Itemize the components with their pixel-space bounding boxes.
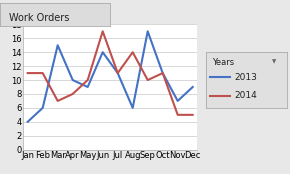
Text: 2014: 2014 <box>234 91 257 100</box>
Text: Work Orders: Work Orders <box>9 13 69 22</box>
Text: ▼: ▼ <box>273 60 277 65</box>
Text: 2013: 2013 <box>234 73 257 82</box>
Text: Years: Years <box>212 58 235 67</box>
